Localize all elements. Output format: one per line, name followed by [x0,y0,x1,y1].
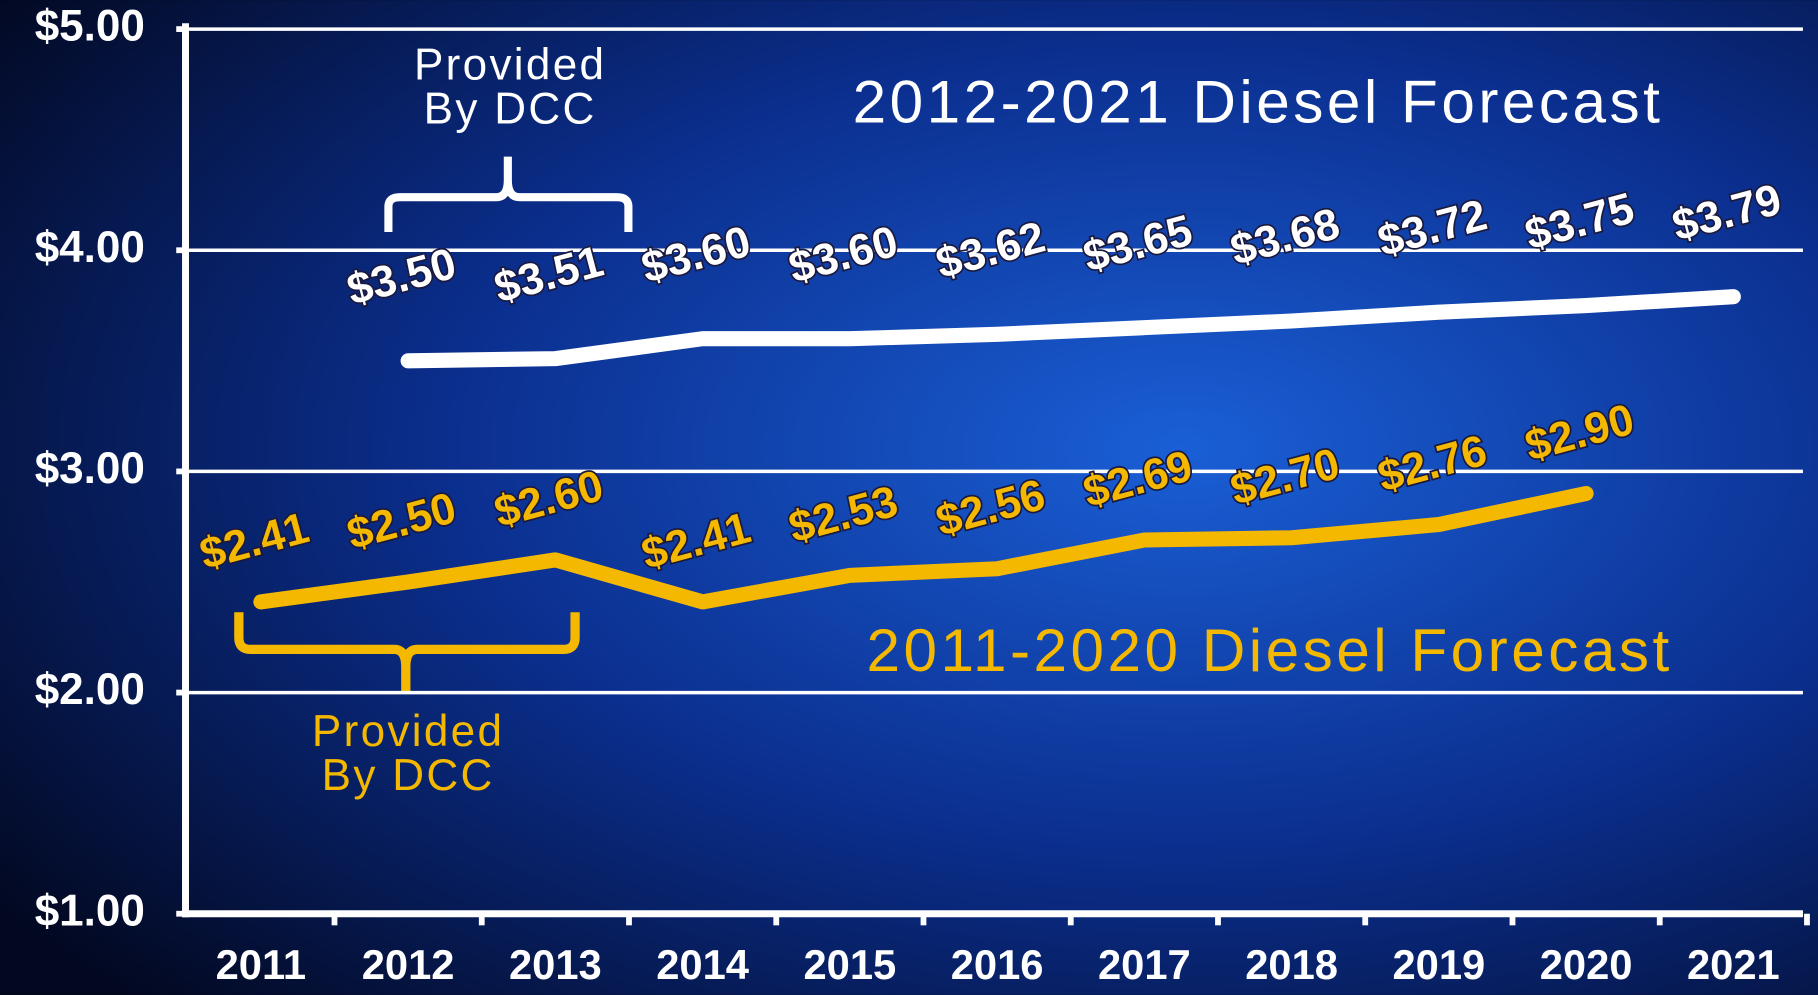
x-tick-label: 2017 [1098,941,1191,988]
x-tick-label: 2020 [1540,941,1633,988]
annotation-text: Provided By DCC [312,707,504,800]
series-line [400,289,1741,369]
x-tick-label: 2012 [362,941,455,988]
annotation-line: By DCC [424,84,597,133]
x-tick-label: 2011 [216,941,307,988]
y-tick-label: $1.00 [35,886,145,935]
y-tick-label: $5.00 [35,2,145,51]
x-tick-label: 2019 [1392,941,1485,988]
x-tick-label: 2021 [1687,941,1780,988]
brace [234,612,580,694]
x-tick-label: 2014 [656,941,749,988]
annotation-text: Provided By DCC [414,40,606,133]
y-tick-label: $4.00 [35,223,145,272]
series-name: 2011-2020 Diesel Forecast [866,616,1672,684]
annotation-line: Provided [414,40,606,89]
annotation-line: Provided [312,707,504,756]
annotation-line: By DCC [322,751,495,800]
x-tick-label: 2013 [509,941,602,988]
x-tick-label: 2015 [803,941,896,988]
brace [384,156,633,232]
y-tick-label: $2.00 [35,665,145,714]
annotation: Provided By DCC [312,707,504,800]
y-tick-label: $3.00 [35,444,145,493]
annotation: Provided By DCC [414,40,606,133]
x-tick-label: 2018 [1245,941,1338,988]
series-line [253,485,1594,610]
x-tick-label: 2016 [951,941,1044,988]
series-name: 2012-2021 Diesel Forecast [853,68,1664,136]
